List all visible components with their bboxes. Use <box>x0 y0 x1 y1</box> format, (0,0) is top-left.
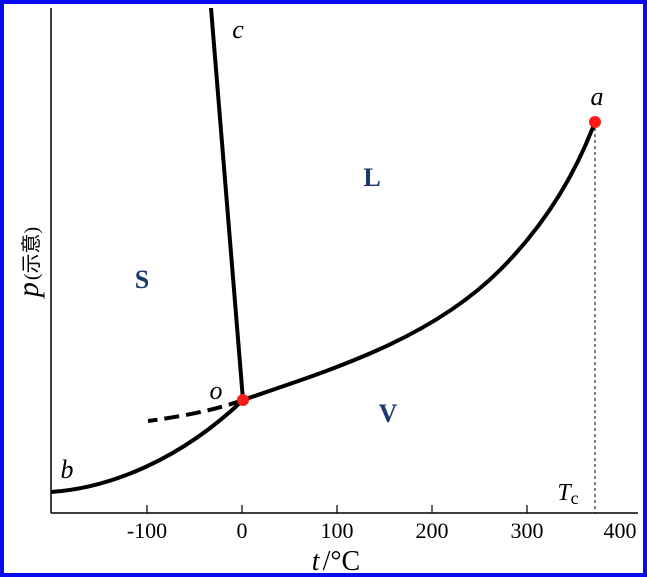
x-tick-label: -100 <box>127 518 167 543</box>
point-label-o: o <box>210 376 223 405</box>
y-axis-note: (示意) <box>20 227 43 280</box>
critical-temperature-label: Tc <box>557 480 578 508</box>
x-tick-label: 0 <box>237 518 248 543</box>
x-axis-ticks <box>146 505 528 513</box>
melting-curve-oc <box>209 7 245 401</box>
point-label-b: b <box>61 455 74 484</box>
sublimation-curve-ob <box>50 398 245 494</box>
region-label-solid: S <box>135 265 149 294</box>
tc-symbol: T <box>557 480 572 506</box>
x-axis-unit: /°C <box>323 546 361 577</box>
x-axis-symbol: t <box>312 546 321 577</box>
x-tick-label: 100 <box>321 518 354 543</box>
tc-subscript: c <box>571 488 579 508</box>
vaporization-curve-oa <box>242 121 597 402</box>
x-tick-label: 400 <box>604 518 637 543</box>
triple-point-marker <box>237 394 249 406</box>
y-axis-title: p (示意) <box>12 227 45 299</box>
point-label-c: c <box>232 15 244 44</box>
x-axis-title: t/°C <box>312 546 360 577</box>
x-tick-label: 300 <box>511 518 544 543</box>
region-label-liquid: L <box>363 163 380 192</box>
supercooled-liquid-curve <box>147 398 244 423</box>
point-label-a: a <box>591 82 604 111</box>
x-tick-label: 200 <box>416 518 449 543</box>
critical-point-marker <box>589 116 601 128</box>
region-label-vapor: V <box>379 399 398 428</box>
y-axis-symbol: p <box>12 282 45 299</box>
